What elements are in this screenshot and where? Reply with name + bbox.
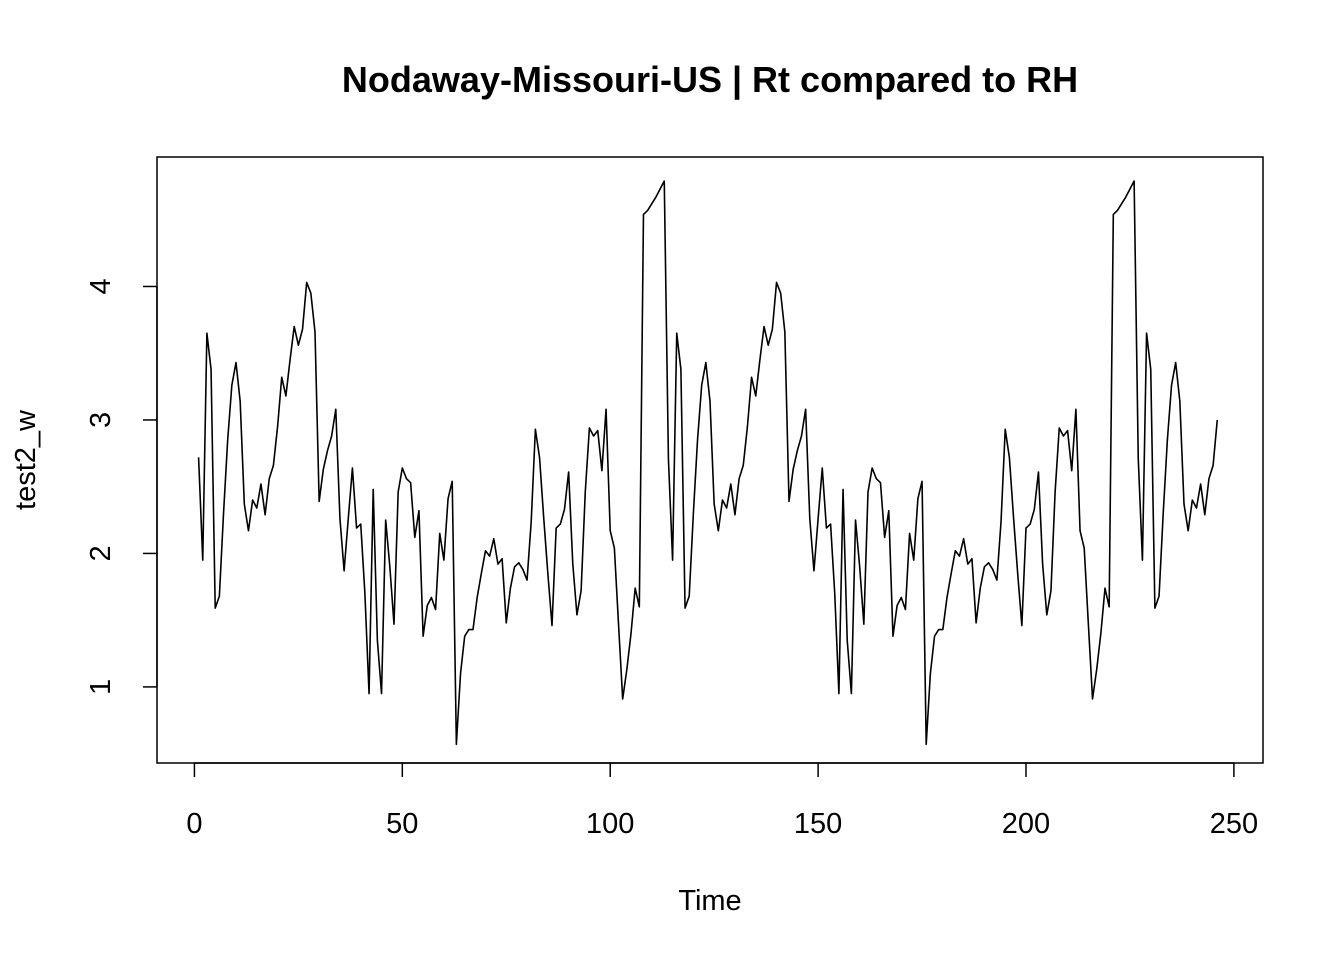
- x-tick-label: 100: [586, 808, 634, 840]
- x-axis-label: Time: [678, 885, 741, 917]
- y-tick-label: 2: [85, 545, 117, 561]
- y-axis-label: test2_w: [10, 409, 42, 510]
- data-points: [198, 181, 1217, 744]
- x-tick-label: 150: [794, 808, 842, 840]
- y-axis: 1 2 3 4: [85, 278, 158, 695]
- x-tick-label: 250: [1210, 808, 1258, 840]
- series-line: [197, 180, 1219, 746]
- x-tick-label: 200: [1002, 808, 1050, 840]
- x-tick-label: 0: [186, 808, 202, 840]
- x-axis: 0 50 100 150 200 250: [186, 762, 1258, 840]
- x-tick-label: 50: [386, 808, 418, 840]
- y-tick-label: 3: [85, 412, 117, 428]
- chart-title: Nodaway-Missouri-US | Rt compared to RH: [342, 59, 1078, 101]
- y-tick-label: 4: [85, 278, 117, 294]
- y-tick-label: 1: [85, 679, 117, 695]
